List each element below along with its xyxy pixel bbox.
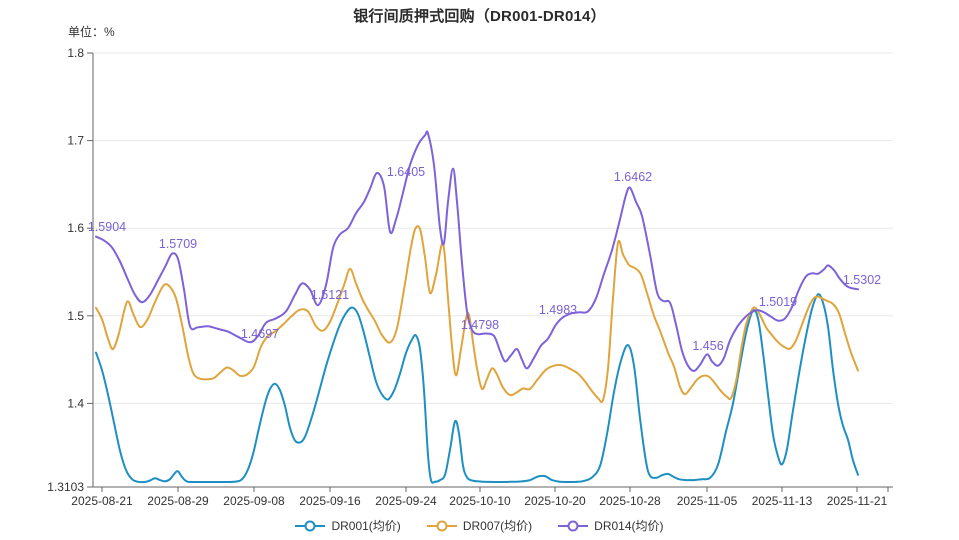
- legend-marker-dr014-icon: [558, 520, 589, 531]
- annotation-label: 1.4697: [241, 327, 279, 341]
- annotation-label: 1.5709: [159, 237, 197, 251]
- x-axis-tick-label: 2025-10-28: [599, 494, 661, 508]
- y-axis-tick-label: 1.6: [67, 221, 84, 235]
- annotation-label: 1.6405: [387, 165, 425, 179]
- y-axis-tick-label: 1.4: [67, 396, 84, 410]
- y-axis-tick-label: 1.3103: [47, 480, 84, 494]
- x-axis-tick-label: 2025-08-21: [71, 494, 133, 508]
- y-axis-unit-label: 单位：%: [68, 25, 115, 39]
- series-line-dr007: [95, 225, 859, 403]
- series-line-dr001: [95, 293, 859, 484]
- x-axis-tick-label: 2025-10-20: [524, 494, 586, 508]
- y-axis-tick-label: 1.5: [67, 309, 84, 323]
- annotation-label: 1.4983: [539, 303, 577, 317]
- annotation-label: 1.5121: [311, 288, 349, 302]
- chart-legend: DR001(均价) DR007(均价) DR014(均价): [0, 517, 959, 534]
- x-axis-tick-label: 2025-11-05: [677, 494, 738, 508]
- x-axis-tick-label: 2025-11-21: [827, 494, 888, 508]
- legend-marker-dr001-icon: [295, 520, 326, 531]
- annotation-label: 1.6462: [614, 170, 652, 184]
- y-axis-tick-label: 1.8: [67, 46, 84, 60]
- annotation-label: 1.456: [692, 339, 723, 353]
- legend-label-dr014: DR014(均价): [594, 519, 664, 533]
- annotation-label: 1.4798: [461, 318, 499, 332]
- legend-label-dr007: DR007(均价): [462, 519, 533, 533]
- legend-label-dr001: DR001(均价): [331, 519, 401, 533]
- legend-item-dr007[interactable]: DR007(均价): [426, 517, 533, 534]
- legend-item-dr014[interactable]: DR014(均价): [558, 517, 664, 534]
- x-axis-tick-label: 2025-09-24: [375, 494, 437, 508]
- y-axis-tick-label: 1.7: [67, 134, 84, 148]
- series-line-dr014: [95, 130, 859, 372]
- x-axis-tick-label: 2025-08-29: [147, 494, 209, 508]
- annotation-label: 1.5904: [88, 220, 126, 234]
- x-axis-tick-label: 2025-11-13: [752, 494, 813, 508]
- annotation-label: 1.5019: [759, 295, 797, 309]
- annotation-label: 1.5302: [843, 273, 881, 287]
- legend-item-dr001[interactable]: DR001(均价): [295, 517, 401, 534]
- chart-title: 银行间质押式回购（DR001-DR014）: [353, 8, 606, 25]
- x-axis-tick-label: 2025-09-08: [223, 494, 285, 508]
- x-axis-tick-label: 2025-09-16: [299, 494, 361, 508]
- legend-marker-dr007-icon: [426, 520, 457, 531]
- x-axis-tick-label: 2025-10-10: [449, 494, 511, 508]
